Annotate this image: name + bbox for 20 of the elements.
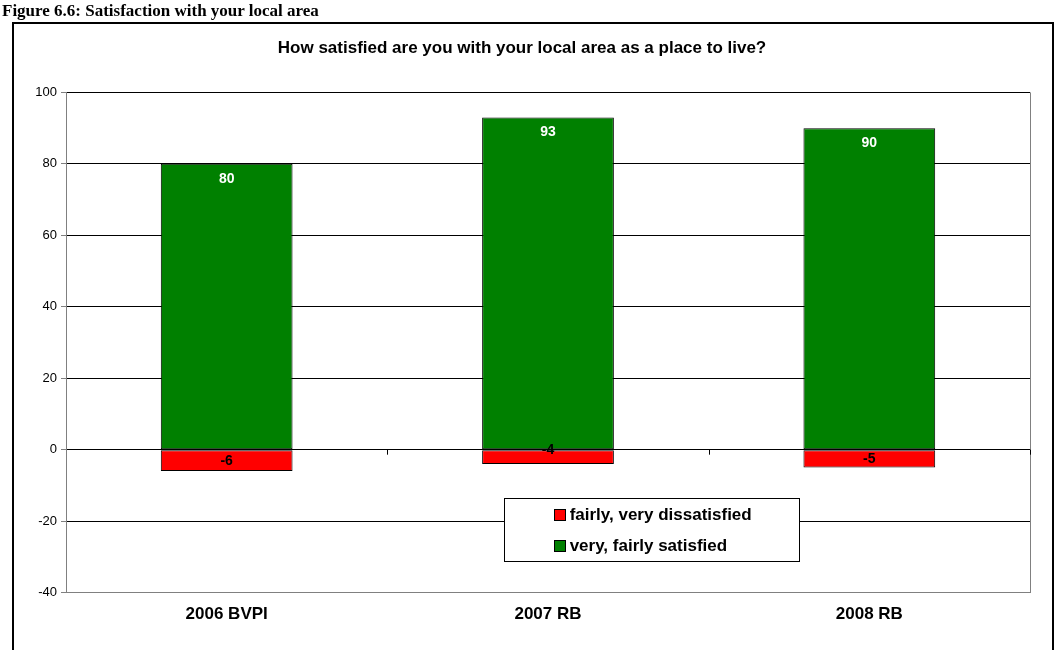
y-tick-label: 80 [42, 155, 57, 171]
y-tick-label: -40 [38, 584, 57, 600]
data-label: 90 [861, 133, 878, 150]
data-label: 93 [540, 123, 556, 140]
data-label: 80 [218, 169, 235, 186]
y-tick-label: 0 [49, 441, 57, 457]
legend-label: very, fairly satisfied [569, 535, 728, 556]
y-tick-label: 40 [42, 298, 57, 314]
y-tick-label: 100 [35, 83, 57, 99]
x-tick-label: 2007 RB [514, 604, 582, 624]
y-tick-label: 60 [42, 226, 57, 242]
x-tick-label: 2006 BVPI [185, 604, 268, 624]
x-tick-label: 2008 RB [835, 604, 903, 624]
y-tick-label: -20 [38, 512, 57, 528]
legend-label: fairly, very dissatisfied [569, 504, 752, 525]
data-label: -6 [220, 451, 234, 468]
y-tick-label: 20 [42, 369, 57, 385]
chart-title: Figure 6.6: Satisfaction with your local area [2, 1, 319, 20]
data-label: -5 [863, 449, 876, 466]
chart-subtitle: How satisfied are you with your local area as a place to live? [277, 37, 767, 57]
